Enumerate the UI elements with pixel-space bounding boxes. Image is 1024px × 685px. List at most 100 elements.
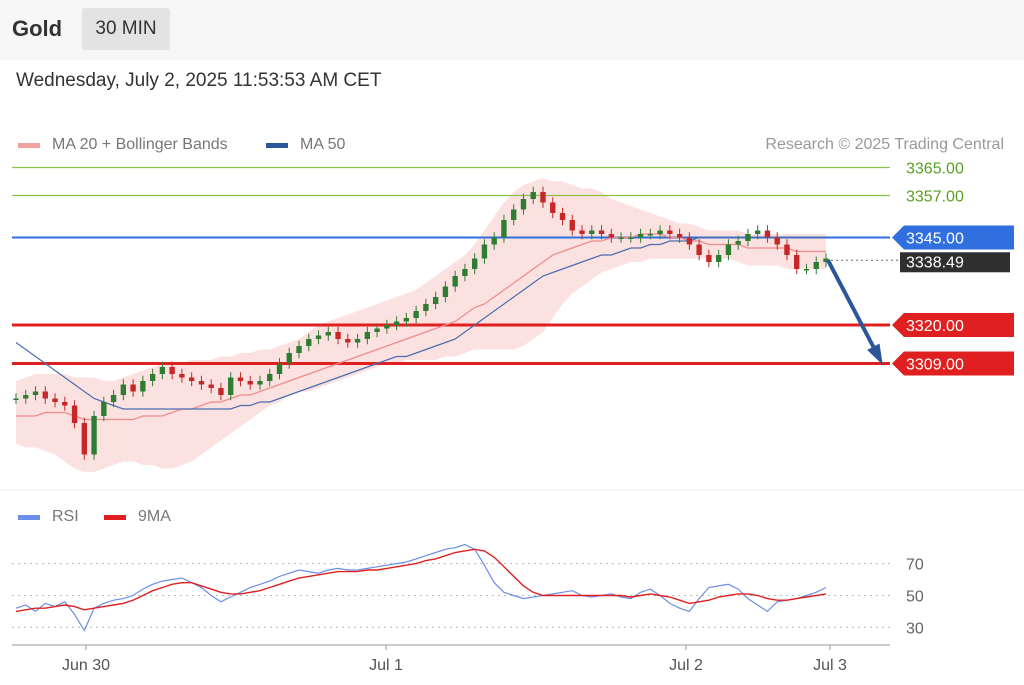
- candle-body: [618, 237, 624, 239]
- candle-body: [764, 230, 771, 238]
- candle-body: [403, 318, 410, 322]
- level-label-3309.00: 3309.00: [906, 357, 964, 374]
- candle-body: [306, 339, 312, 346]
- candle-body: [676, 234, 683, 238]
- candle-body: [696, 244, 702, 255]
- forecast-arrow-shaft: [826, 259, 882, 361]
- candle-body: [442, 286, 449, 297]
- candle-body: [13, 398, 19, 400]
- candle-body: [335, 332, 341, 339]
- level-label-3345.00: 3345.00: [906, 231, 964, 248]
- legend-item-ma50: MA 50: [266, 136, 345, 154]
- candle-body: [686, 237, 693, 245]
- legend-item-rsi: RSI: [18, 508, 79, 526]
- candle-body: [228, 377, 234, 395]
- candle-body: [120, 384, 127, 395]
- candle-body: [579, 230, 585, 234]
- candle-body: [208, 384, 214, 388]
- x-axis-label: Jul 2: [669, 657, 703, 674]
- rsi-swatch: [18, 514, 40, 520]
- legend-label: RSI: [52, 508, 79, 525]
- candle-body: [354, 339, 361, 343]
- legend-label: MA 50: [300, 136, 346, 153]
- level-tag-3309.00: [892, 351, 1014, 376]
- candle-body: [452, 276, 458, 287]
- candle-body: [169, 367, 175, 374]
- legend-item-9ma: 9MA: [104, 508, 171, 526]
- candle-body: [647, 234, 654, 236]
- candle-body: [755, 230, 761, 234]
- timeframe-button[interactable]: 30 MIN: [82, 8, 170, 50]
- candle-body: [32, 391, 39, 395]
- level-label-3320.00: 3320.00: [906, 318, 964, 335]
- candle-body: [803, 269, 810, 271]
- candle-body: [628, 237, 634, 239]
- candle-body: [540, 192, 546, 203]
- candle-body: [267, 374, 273, 381]
- candle-body: [784, 244, 790, 255]
- candle-body: [188, 377, 195, 381]
- candle-body: [715, 255, 722, 262]
- candle-body: [296, 346, 302, 353]
- candle-body: [511, 209, 517, 220]
- x-axis-label: Jun 30: [62, 657, 110, 674]
- candle-body: [393, 321, 400, 325]
- candle-body: [364, 332, 371, 339]
- candle-body: [286, 353, 292, 364]
- candle-body: [520, 199, 527, 210]
- candle-body: [413, 311, 419, 318]
- candle-body: [81, 423, 87, 455]
- candle-body: [198, 381, 205, 385]
- candle-body: [52, 398, 58, 402]
- candle-body: [247, 381, 253, 385]
- rsi-tick-label: 30: [906, 620, 924, 637]
- candle-body: [530, 192, 536, 199]
- x-axis-label: Jul 3: [813, 657, 847, 674]
- candle-body: [745, 234, 751, 241]
- legend-item-ma20: MA 20 + Bollinger Bands: [18, 136, 228, 154]
- candle-body: [423, 304, 429, 311]
- candle-body: [345, 339, 351, 343]
- candle-body: [550, 202, 556, 213]
- candle-body: [706, 255, 712, 262]
- candle-body: [569, 220, 575, 231]
- candle-body: [462, 269, 468, 276]
- candle-body: [149, 374, 156, 381]
- candle-body: [159, 367, 166, 374]
- candle-body: [23, 395, 29, 399]
- candle-body: [608, 234, 614, 238]
- header-bar: [0, 0, 1024, 60]
- candle-body: [179, 374, 185, 378]
- legend-label: MA 20 + Bollinger Bands: [52, 136, 228, 153]
- level-label-3357.00: 3357.00: [906, 189, 964, 206]
- candle-body: [140, 381, 146, 392]
- candle-body: [384, 325, 390, 329]
- rsi-tick-label: 50: [906, 588, 924, 605]
- candle-body: [794, 255, 800, 269]
- candle-body: [667, 230, 673, 234]
- candle-body: [374, 328, 380, 332]
- level-tag-3320.00: [892, 313, 1014, 337]
- 9ma-swatch: [104, 514, 126, 520]
- rsi-9ma-line: [15, 548, 827, 613]
- candle-body: [813, 262, 819, 269]
- candle-body: [130, 384, 136, 392]
- datetime-label: Wednesday, July 2, 2025 11:53:53 AM CET: [16, 70, 382, 91]
- candle-body: [637, 234, 644, 238]
- forecast-arrow-head: [867, 343, 883, 365]
- x-axis-label: Jul 1: [369, 657, 403, 674]
- candle-body: [71, 405, 78, 423]
- candle-body: [101, 402, 107, 416]
- candle-body: [91, 416, 97, 455]
- candle-body: [774, 237, 780, 245]
- candle-body: [735, 241, 741, 245]
- candle-body: [110, 395, 117, 402]
- last-price-label: 3338.49: [906, 254, 964, 271]
- candle-body: [471, 258, 478, 269]
- candle-body: [237, 377, 244, 381]
- candles-group: [13, 186, 829, 460]
- candle-body: [657, 230, 663, 234]
- rsi-line: [15, 543, 827, 632]
- candle-body: [501, 220, 507, 238]
